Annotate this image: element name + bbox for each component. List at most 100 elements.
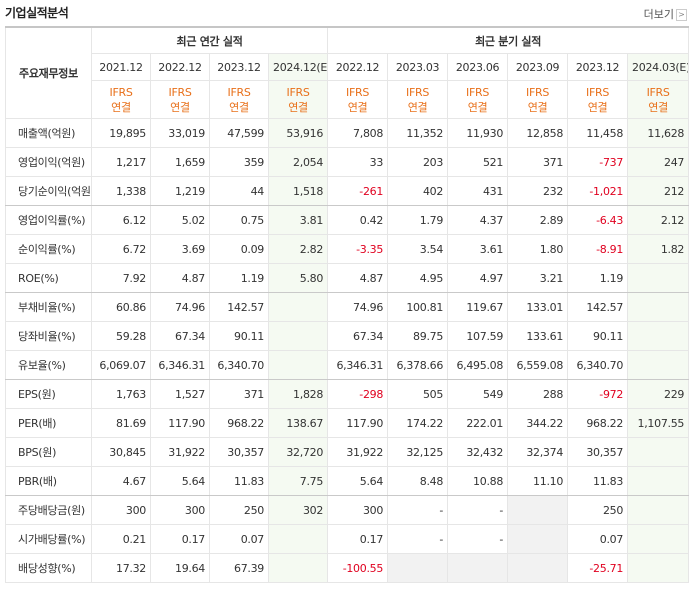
value-cell: 968.22 bbox=[567, 408, 629, 438]
more-link[interactable]: 더보기 > bbox=[644, 6, 687, 22]
data-row: 영업이익(억원) 1,217 1,659 359 2,054 33 203 521 371 -73… bbox=[5, 147, 690, 177]
value-cell: 6.12 bbox=[91, 205, 151, 235]
empty-cell bbox=[387, 553, 449, 583]
data-row: 주당배당금(원) 300 300 250 302 300- -250 bbox=[5, 495, 690, 525]
value-cell: 53,916 bbox=[267, 118, 329, 148]
value-cell: 1,527 bbox=[150, 379, 210, 409]
value-cell: 1,107.55 bbox=[627, 408, 690, 438]
value-cell: 10.88 bbox=[447, 466, 509, 496]
value-cell: 60.86 bbox=[91, 292, 151, 322]
basis-header: IFRS 연결 bbox=[567, 80, 629, 119]
value-cell: 11.83 bbox=[209, 466, 269, 496]
value-cell: 4.37 bbox=[447, 205, 509, 235]
basis-scope: 연결 bbox=[111, 100, 131, 114]
value-cell: 431 bbox=[447, 176, 509, 206]
row-label: 배당성향(%) bbox=[5, 553, 92, 583]
empty-cell bbox=[627, 292, 690, 322]
empty-cell bbox=[267, 350, 329, 380]
row-label: 매출액(억원) bbox=[5, 118, 92, 148]
basis-header: IFRS 연결 bbox=[387, 80, 449, 119]
value-cell: 30,845 bbox=[91, 437, 151, 467]
basis-header: IFRS 연결 bbox=[209, 80, 269, 119]
value-cell: 300 bbox=[327, 495, 389, 525]
value-cell: 3.81 bbox=[267, 205, 329, 235]
basis-header: IFRS 연결 bbox=[327, 80, 389, 119]
value-cell: 5.80 bbox=[267, 263, 329, 293]
empty-cell bbox=[627, 321, 690, 351]
period-header: 2022.12 bbox=[150, 53, 210, 81]
empty-cell bbox=[627, 350, 690, 380]
empty-cell bbox=[447, 553, 509, 583]
basis-standard: IFRS bbox=[526, 85, 550, 99]
value-cell: 247 bbox=[627, 147, 690, 177]
data-row: 시가배당률(%) 0.21 0.17 0.07 0.17- -0.07 bbox=[5, 524, 690, 554]
more-arrow[interactable]: > bbox=[676, 9, 687, 21]
value-cell: 6,069.07 bbox=[91, 350, 151, 380]
data-row: PBR(배) 4.67 5.64 11.83 7.75 5.64 8.48 10.88 11.1… bbox=[5, 466, 690, 496]
empty-cell bbox=[627, 553, 690, 583]
basis-header: IFRS 연결 bbox=[507, 80, 569, 119]
empty-cell bbox=[627, 495, 690, 525]
value-cell: 31,922 bbox=[327, 437, 389, 467]
value-cell: -737 bbox=[567, 147, 629, 177]
value-cell: 229 bbox=[627, 379, 690, 409]
value-cell: 1.19 bbox=[567, 263, 629, 293]
value-cell: 11,458 bbox=[567, 118, 629, 148]
data-row: 당좌비율(%) 59.28 67.34 90.11 67.34 89.75 107.59 13… bbox=[5, 321, 690, 351]
value-cell: 6,340.70 bbox=[567, 350, 629, 380]
empty-cell bbox=[267, 553, 329, 583]
value-cell: 33,019 bbox=[150, 118, 210, 148]
value-cell: 2,054 bbox=[267, 147, 329, 177]
value-cell: 232 bbox=[507, 176, 569, 206]
value-cell: 67.34 bbox=[327, 321, 389, 351]
more-text[interactable]: 더보기 bbox=[643, 8, 674, 21]
value-cell: 0.09 bbox=[209, 234, 269, 264]
value-cell: 133.61 bbox=[507, 321, 569, 351]
row-label: 주당배당금(원) bbox=[5, 495, 92, 525]
value-cell: - bbox=[447, 524, 509, 554]
row-label: 시가배당률(%) bbox=[5, 524, 92, 554]
value-cell: 1,518 bbox=[267, 176, 329, 206]
value-cell: 359 bbox=[209, 147, 269, 177]
value-cell: 32,720 bbox=[267, 437, 329, 467]
data-row: EPS(원) 1,763 1,527 371 1,828 -298 505 549 288 -97… bbox=[5, 379, 690, 409]
value-cell: 3.54 bbox=[387, 234, 449, 264]
value-cell: 90.11 bbox=[209, 321, 269, 351]
value-cell: 1,217 bbox=[91, 147, 151, 177]
value-cell: 1.79 bbox=[387, 205, 449, 235]
value-cell: -6.43 bbox=[567, 205, 629, 235]
value-cell: -298 bbox=[327, 379, 389, 409]
value-cell: 32,432 bbox=[447, 437, 509, 467]
data-row: PER(배) 81.69 117.90 968.22 138.67 117.90 174.2… bbox=[5, 408, 690, 438]
basis-scope: 연결 bbox=[527, 100, 548, 114]
value-cell: 6,378.66 bbox=[387, 350, 449, 380]
value-cell: 67.39 bbox=[209, 553, 269, 583]
value-cell: 2.89 bbox=[507, 205, 569, 235]
value-cell: 300 bbox=[91, 495, 151, 525]
row-label: 당기순이익(억원) bbox=[5, 176, 92, 206]
row-label: 당좌비율(%) bbox=[5, 321, 92, 351]
value-cell: 44 bbox=[209, 176, 269, 206]
value-cell: 3.21 bbox=[507, 263, 569, 293]
value-cell: - bbox=[387, 495, 449, 525]
basis-scope: 연결 bbox=[648, 100, 668, 114]
header-row: 2021.12 2022.12 2023.12 2024.12(E) 2022.12 20… bbox=[6, 53, 690, 81]
value-cell: 8.48 bbox=[387, 466, 449, 496]
basis-header: IFRS 연결 bbox=[627, 80, 690, 119]
empty-cell bbox=[507, 524, 569, 554]
value-cell: 222.01 bbox=[447, 408, 509, 438]
section-title: 기업실적분석 bbox=[5, 6, 69, 20]
data-row: 순이익률(%) 6.72 3.69 0.09 2.82 -3.35 3.54 3.61 1.80… bbox=[5, 234, 690, 264]
value-cell: 6,340.70 bbox=[209, 350, 269, 380]
financial-table: 주요재무정보 최근 연간 실적 최근 분기 실적 2021.12 2022.12 2023… bbox=[5, 26, 690, 583]
value-cell: 11.83 bbox=[567, 466, 629, 496]
value-cell: 100.81 bbox=[387, 292, 449, 322]
value-cell: 133.01 bbox=[507, 292, 569, 322]
value-cell: 89.75 bbox=[387, 321, 449, 351]
basis-scope: 연결 bbox=[347, 100, 368, 114]
basis-standard: IFRS bbox=[227, 85, 251, 99]
period-header: 2023.12 bbox=[209, 53, 269, 81]
period-header: 2021.12 bbox=[91, 53, 151, 81]
value-cell: 288 bbox=[507, 379, 569, 409]
